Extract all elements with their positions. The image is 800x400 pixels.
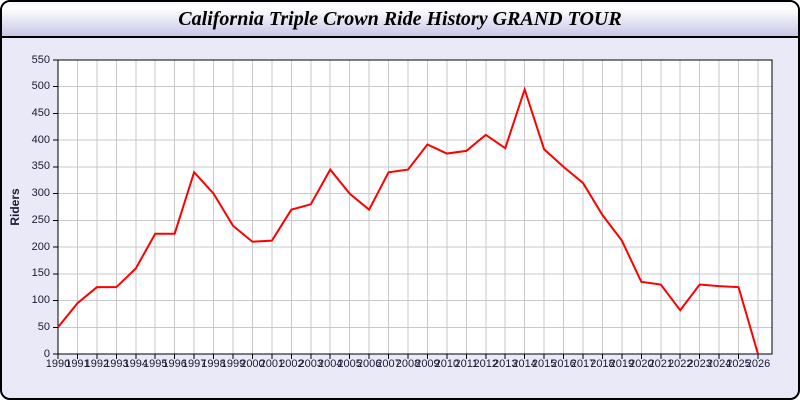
y-tick-label: 100 (31, 294, 50, 307)
x-tick-label: 2021 (648, 358, 674, 370)
line-chart (53, 59, 773, 359)
x-tick-label: 2012 (473, 358, 499, 370)
x-tick-label: 2010 (434, 358, 460, 370)
x-tick-label: 2018 (590, 358, 615, 370)
x-tick-label: 2006 (356, 358, 382, 370)
x-tick-label: 1997 (181, 358, 207, 370)
x-tick-label: 2011 (454, 358, 479, 370)
y-tick-label: 0 (43, 347, 50, 360)
x-tick-label: 2004 (317, 358, 343, 370)
chart-area: Riders 0 50 100 150 200 250 300 350 400 450 500 550… (2, 38, 798, 398)
chart-title: California Triple Crown Ride History GRA… (178, 7, 622, 30)
y-tick-label: 300 (31, 187, 50, 200)
x-tick-label: 2017 (570, 358, 596, 370)
riders-line-series (57, 86, 759, 355)
x-tick-label: 1994 (123, 358, 149, 370)
y-tick-label: 250 (31, 213, 50, 226)
title-bar: California Triple Crown Ride History GRA… (2, 2, 798, 38)
x-tick-label: 2025 (726, 358, 751, 370)
y-tick-label: 50 (37, 320, 50, 333)
x-tick-label: 2015 (531, 358, 557, 370)
x-tick-label: 1991 (65, 358, 90, 370)
y-tick-label: 550 (31, 53, 50, 66)
x-tick-label: 2023 (687, 358, 712, 370)
x-tick-label: 2022 (667, 358, 693, 370)
y-tick-label: 500 (31, 80, 50, 93)
y-tick-label: 200 (31, 240, 50, 253)
x-tick-label: 2013 (492, 358, 518, 370)
x-tick-label: 2000 (240, 358, 265, 370)
x-tick-label: 1992 (84, 358, 110, 370)
x-tick-label: 2009 (415, 358, 440, 370)
y-tick-label: 400 (31, 133, 50, 146)
x-tick-label: 1998 (201, 358, 226, 370)
x-tick-label: 1993 (104, 358, 129, 370)
x-tick-label: 1996 (162, 358, 187, 370)
x-tick-label: 2020 (629, 358, 654, 370)
x-tick-label: 2026 (745, 358, 771, 370)
plot-background (58, 60, 772, 354)
x-tick-label: 2007 (376, 358, 401, 370)
x-tick-label: 2003 (298, 358, 324, 370)
x-tick-label: 2005 (337, 358, 362, 370)
x-tick-label: 2008 (395, 358, 421, 370)
y-tick-label: 150 (31, 267, 50, 280)
x-tick-label: 2002 (279, 358, 304, 370)
x-tick-label: 2001 (259, 358, 285, 370)
x-tick-label: 2019 (609, 358, 635, 370)
y-tick-label: 350 (31, 160, 50, 173)
x-tick-label: 1990 (45, 358, 71, 370)
plot-border (57, 59, 773, 355)
x-tick-label: 2024 (706, 358, 732, 370)
x-tick-label: 2014 (512, 358, 537, 370)
x-tick-label: 1999 (220, 358, 246, 370)
x-tick-label: 2016 (551, 358, 576, 370)
y-tick-label: 450 (31, 106, 50, 119)
x-tick-label: 1995 (142, 358, 168, 370)
